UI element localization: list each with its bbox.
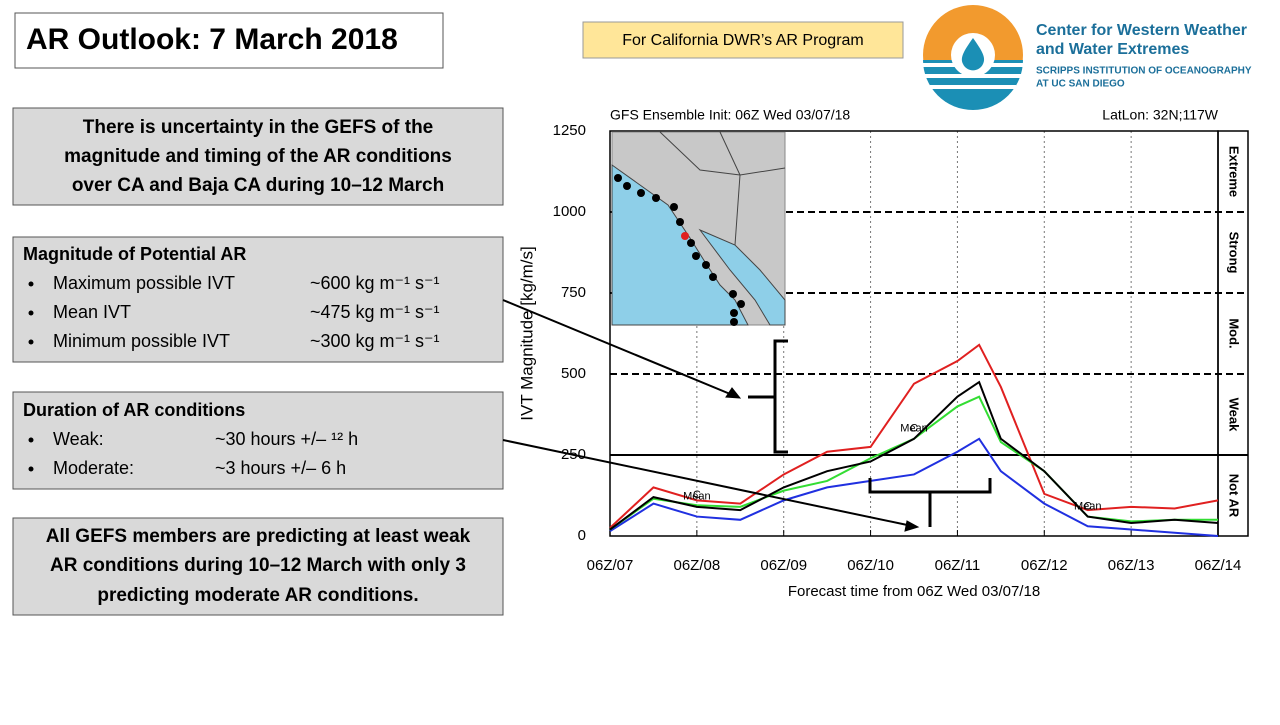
title-box — [14, 12, 444, 69]
bullet — [28, 310, 34, 316]
series-line — [609, 395, 1218, 531]
x-tick-label: 06Z/07 — [587, 557, 634, 574]
tag: For California DWR’s AR Program — [622, 32, 864, 49]
y-tick-label: 0 — [578, 527, 586, 544]
band-label: Not AR — [1227, 474, 1242, 518]
heading: Magnitude of Potential AR — [23, 244, 246, 264]
summary-box — [12, 107, 504, 206]
heading: Duration of AR conditions — [23, 400, 245, 420]
summary: magnitude and timing of the AR condition… — [64, 146, 452, 167]
conclusion: predicting moderate AR conditions. — [97, 585, 418, 606]
title: AR Outlook: 7 March 2018 — [26, 23, 398, 56]
x-axis-label: Forecast time from 06Z Wed 03/07/18 — [788, 583, 1040, 600]
x-tick-label: 06Z/08 — [674, 557, 721, 574]
y-tick-label: 1000 — [553, 203, 586, 220]
map-inset — [611, 131, 786, 326]
band-label: Weak — [1227, 398, 1242, 432]
row-value: ~475 kg m⁻¹ s⁻¹ — [310, 302, 440, 322]
series-line — [609, 380, 1219, 531]
row-value: ~600 kg m⁻¹ s⁻¹ — [310, 273, 440, 293]
band-label: Mod. — [1227, 318, 1242, 348]
logo-name: Center for Western Weather — [1036, 22, 1247, 39]
row-label: Maximum possible IVT — [53, 273, 235, 293]
y-axis-label: IVT Magnitude [kg/m/s] — [517, 246, 536, 420]
bullet — [28, 339, 34, 345]
series-line — [609, 343, 1219, 529]
series-label: C — [1084, 500, 1092, 512]
series-line — [609, 437, 1219, 537]
conclusion-box — [12, 517, 504, 616]
band-label: Extreme — [1227, 146, 1242, 197]
bullet — [28, 437, 34, 443]
conclusion: All GEFS members are predicting at least… — [46, 526, 471, 547]
logo-name: and Water Extremes — [1036, 41, 1189, 58]
row-value: ~3 hours +/– 6 h — [215, 458, 346, 478]
y-tick-label: 750 — [561, 284, 586, 301]
series-label: C — [693, 489, 701, 501]
x-tick-label: 06Z/11 — [935, 557, 981, 574]
x-tick-label: 06Z/09 — [760, 557, 807, 574]
summary: over CA and Baja CA during 10–12 March — [72, 175, 444, 196]
series-label: Mean — [900, 423, 928, 435]
series-label: C — [910, 423, 918, 435]
row-label: Moderate: — [53, 458, 134, 478]
bullet — [28, 466, 34, 472]
chart-title: GFS Ensemble Init: 06Z Wed 03/07/18 — [610, 107, 850, 123]
plot: GFS Ensemble Init: 06Z Wed 03/07/18 LatLo… — [517, 107, 1249, 600]
logo-sub: SCRIPPS INSTITUTION OF OCEANOGRAPHY — [1036, 66, 1252, 77]
duration-box — [12, 391, 504, 490]
conclusion: AR conditions during 10–12 March with on… — [50, 555, 466, 576]
annotations — [502, 299, 992, 532]
x-tick-label: 06Z/10 — [847, 557, 894, 574]
row-value: ~300 kg m⁻¹ s⁻¹ — [310, 331, 440, 351]
series-label: Mean — [1074, 500, 1102, 512]
row-label: Mean IVT — [53, 302, 131, 322]
magnitude-box — [12, 236, 504, 363]
tag-box — [582, 21, 904, 59]
row-value: ~30 hours +/– ¹² h — [215, 429, 358, 449]
band-label: Strong — [1227, 232, 1242, 274]
row-label: Weak: — [53, 429, 104, 449]
x-tick-label: 06Z/12 — [1021, 557, 1068, 574]
summary: There is uncertainty in the GEFS of the — [83, 117, 434, 138]
bullet — [28, 281, 34, 287]
y-tick-label: 500 — [561, 365, 586, 382]
logo: Center for Western Weather and Water Ext… — [923, 5, 1252, 110]
x-tick-label: 06Z/13 — [1108, 557, 1155, 574]
chart-subtitle: LatLon: 32N;117W — [1102, 107, 1218, 123]
band-frame — [1217, 130, 1249, 537]
logo-sub: AT UC SAN DIEGO — [1036, 79, 1125, 90]
y-tick-label: 1250 — [553, 122, 586, 139]
series-label: Mean — [683, 491, 711, 503]
row-label: Minimum possible IVT — [53, 331, 230, 351]
x-tick-label: 06Z/14 — [1195, 557, 1242, 574]
